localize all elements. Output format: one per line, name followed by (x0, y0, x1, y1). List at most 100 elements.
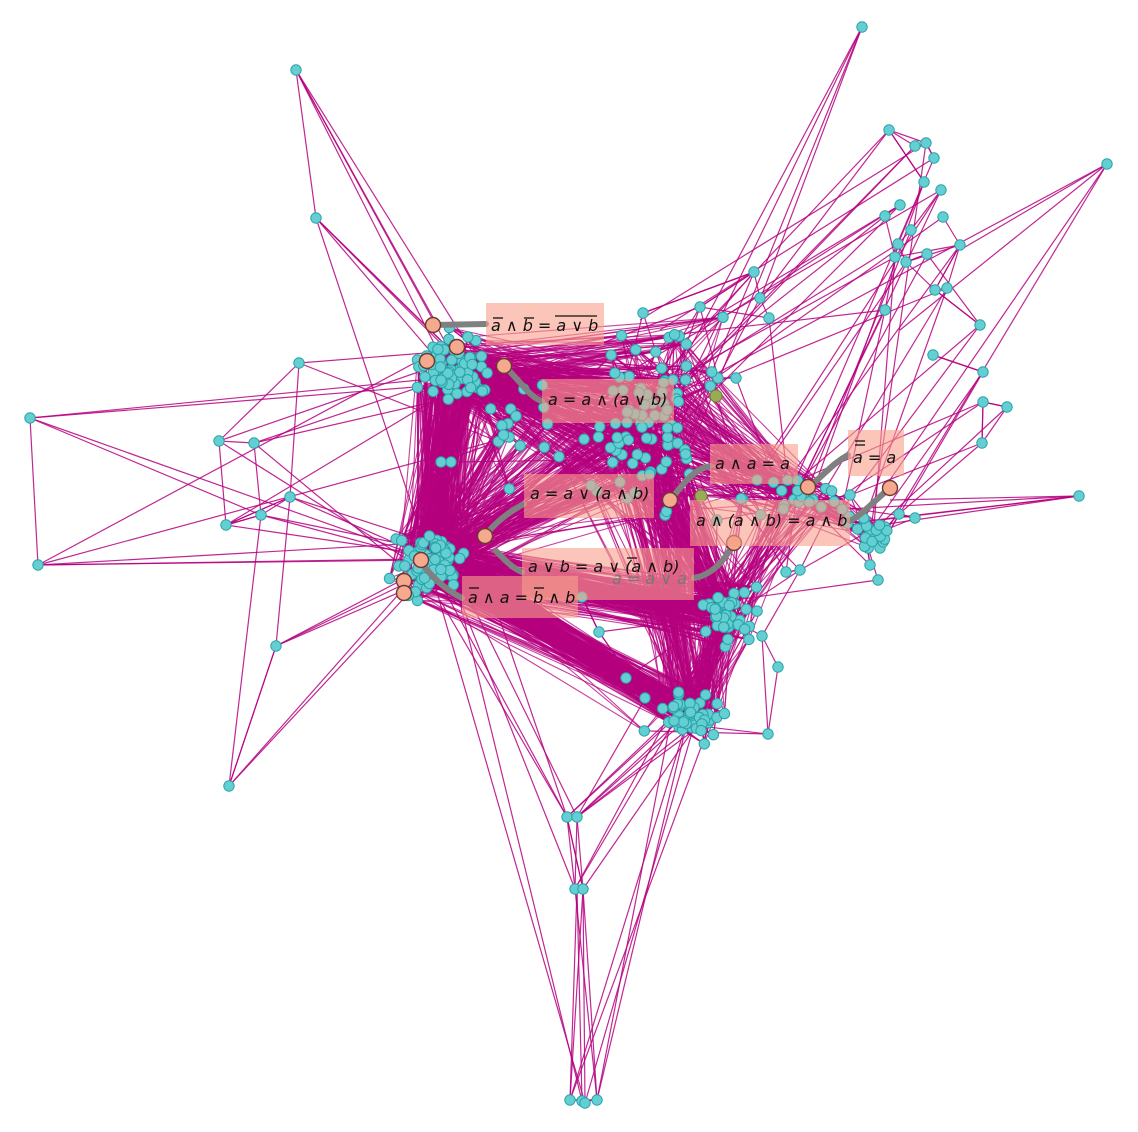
graph-edge (888, 129, 927, 144)
label-connector (430, 321, 489, 328)
graph-edge (275, 496, 291, 647)
graph-node (593, 626, 605, 638)
graph-node (571, 811, 583, 823)
graph-node (937, 211, 949, 223)
graph-edge (225, 376, 474, 526)
graph-edge (981, 406, 1008, 444)
graph-edge (674, 309, 886, 336)
graph-node (591, 1094, 603, 1106)
graph-edge (872, 256, 896, 538)
graph-edge (625, 616, 716, 679)
graph-node (270, 640, 282, 652)
graph-edge (298, 362, 499, 443)
graph-node (248, 437, 260, 449)
label-connector (493, 548, 525, 575)
graph-edge (699, 306, 770, 319)
graph-node (638, 725, 650, 737)
svg-text:a ∧ a = b ∧ b: a ∧ a = b ∧ b (468, 588, 575, 607)
graph-edge (863, 163, 1108, 519)
graph-node (872, 574, 884, 586)
graph-edge (722, 204, 901, 318)
graph-edge (408, 373, 449, 560)
graph-node (671, 437, 684, 449)
graph-edge (481, 355, 548, 425)
graph-node (514, 440, 526, 452)
graph-edge (569, 888, 584, 1101)
graph-node (481, 367, 493, 379)
graph-node (879, 304, 891, 316)
label-idem-and: a ∧ a = a (710, 444, 798, 484)
graph-edge (574, 714, 679, 890)
graph-node (561, 811, 573, 823)
graph-edge (833, 442, 983, 503)
graph-edge (797, 324, 981, 481)
graph-edge (407, 595, 680, 728)
graph-edge (37, 559, 421, 566)
graph-node (503, 483, 515, 495)
graph-node (435, 563, 447, 576)
graph-edge (796, 309, 886, 491)
graph-edge (464, 351, 656, 365)
graph-edge (569, 888, 578, 1101)
graph-node (856, 21, 868, 33)
graph-edge (759, 129, 890, 301)
graph-edge (438, 408, 492, 562)
graph-node (396, 534, 408, 547)
graph-edge (225, 514, 262, 526)
graph-node (454, 552, 466, 565)
graph-edge (425, 554, 586, 1104)
graph-edge (905, 244, 961, 263)
graph-edge (289, 362, 300, 498)
graph-node (606, 456, 619, 468)
graph-edge (29, 417, 39, 566)
graph-node (435, 374, 447, 386)
graph-edge (228, 514, 262, 787)
highlighted-node (418, 352, 436, 370)
graph-edge (886, 163, 1108, 531)
graph-edge (574, 601, 731, 890)
graph-node (611, 431, 623, 444)
graph-edge (459, 488, 510, 559)
graph-node (844, 489, 856, 501)
svg-text:a = a ∨ (a ∧ b): a = a ∨ (a ∧ b) (530, 484, 649, 503)
graph-node (451, 387, 463, 400)
graph-edge (415, 591, 645, 732)
graph-node (873, 519, 886, 531)
graph-node (310, 212, 322, 224)
graph-node (954, 239, 966, 251)
graph-edge (218, 440, 427, 572)
graph-node (909, 140, 921, 152)
label-contra: a ∧ a = b ∧ b (462, 576, 578, 618)
graph-node (661, 422, 674, 434)
graph-node (680, 360, 692, 372)
graph-node (615, 329, 628, 342)
svg-text:a ∧ (a ∧ b) = a ∧ b: a ∧ (a ∧ b) = a ∧ b (696, 511, 847, 530)
svg-text:a = a ∨ a: a = a ∨ a (612, 569, 687, 588)
graph-edge (865, 371, 984, 539)
graph-edge (711, 271, 755, 373)
graph-node (977, 366, 989, 378)
graph-edge (440, 436, 599, 546)
graph-node (718, 621, 730, 633)
highlighted-node (495, 357, 513, 375)
graph-node (723, 599, 735, 612)
graph-edge (228, 569, 421, 787)
graph-edge (863, 287, 948, 521)
graph-edge (932, 354, 984, 373)
graph-node (704, 380, 716, 392)
graph-node (920, 137, 932, 149)
graph-edge (946, 244, 961, 289)
graph-node (794, 564, 806, 576)
graph-node (423, 530, 436, 542)
highlighted-node (424, 316, 442, 334)
graph-edge (842, 495, 1080, 510)
graph-edge (910, 189, 942, 231)
graph-edge (621, 306, 701, 337)
graph-edge (598, 631, 646, 699)
graph-node (700, 625, 712, 638)
graph-edge (218, 440, 227, 526)
graph-edge (793, 253, 928, 500)
graph-edge (905, 261, 936, 291)
graph-edge (619, 189, 942, 378)
graph-edge (566, 816, 576, 890)
